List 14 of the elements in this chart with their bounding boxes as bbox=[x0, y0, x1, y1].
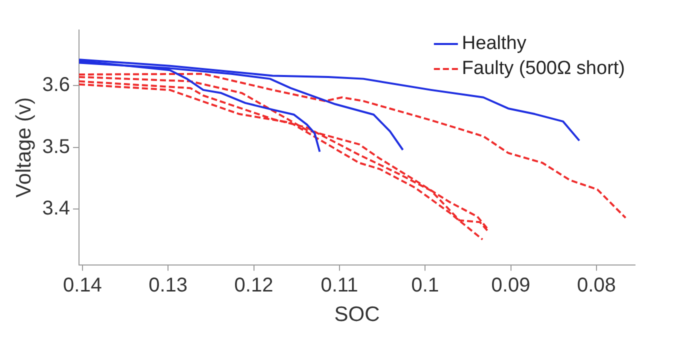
x-tick-label: 0.14 bbox=[62, 274, 102, 296]
y-axis-title: Voltage (v) bbox=[12, 97, 36, 198]
x-tick-label: 0.13 bbox=[148, 274, 188, 296]
y-tick-label: 3.6 bbox=[42, 74, 70, 96]
x-tick-label: 0.12 bbox=[234, 274, 274, 296]
y-tick-label: 3.5 bbox=[42, 136, 70, 158]
legend-label: Healthy bbox=[462, 33, 527, 54]
x-tick-label: 0.1 bbox=[411, 274, 440, 296]
x-tick-label: 0.09 bbox=[491, 274, 530, 296]
x-tick-label: 0.11 bbox=[320, 274, 358, 296]
x-tick-label: 0.08 bbox=[576, 274, 616, 296]
legend-label: Faulty (500Ω short) bbox=[462, 58, 626, 80]
x-axis-title: SOC bbox=[334, 303, 380, 326]
y-tick-label: 3.4 bbox=[42, 198, 70, 220]
